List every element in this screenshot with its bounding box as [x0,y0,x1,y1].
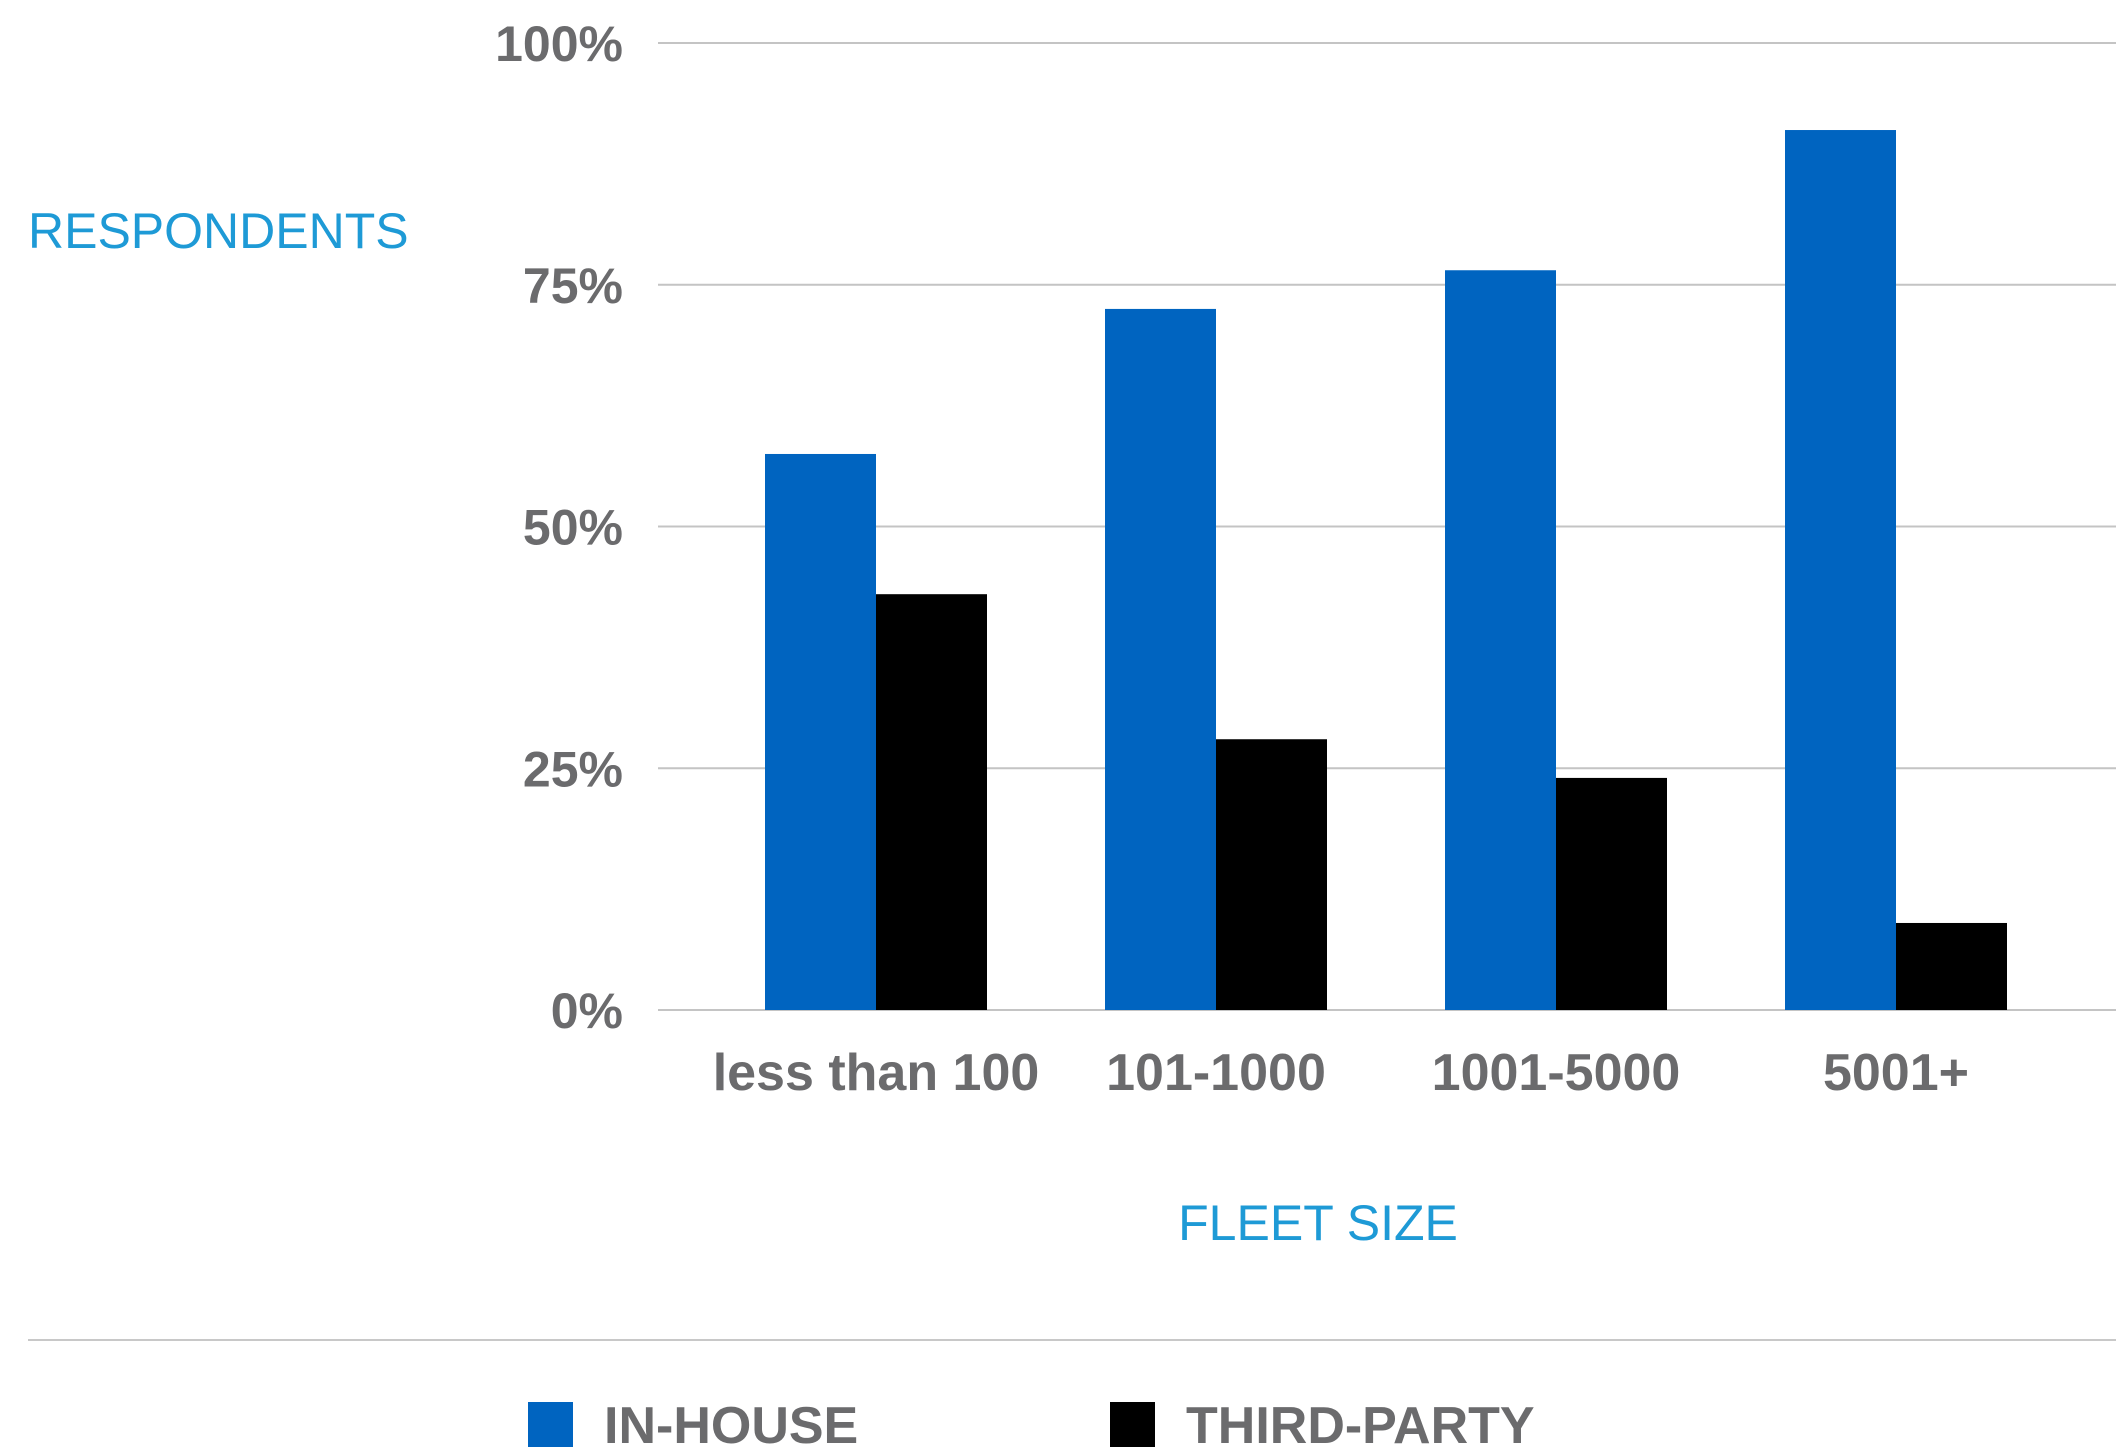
legend-swatch-third-party [1110,1402,1155,1447]
y-tick-label: 0% [551,983,623,1039]
bar-third-party-1 [1216,739,1327,1010]
bar-in-house-1 [1105,308,1216,1010]
y-tick-label: 100% [495,16,623,72]
legend-swatch-in-house [528,1402,573,1447]
bars [765,130,2007,1011]
bar-third-party-0 [876,594,987,1010]
x-category-label: 5001+ [1823,1044,1969,1102]
bar-third-party-3 [1896,922,2007,1010]
bar-third-party-2 [1556,777,1667,1010]
legend: IN-HOUSE THIRD-PARTY [528,1397,1535,1447]
x-category-label: 101-1000 [1106,1044,1326,1102]
x-axis-category-labels: less than 100 101-1000 1001-5000 5001+ [713,1044,1969,1102]
y-axis-title: RESPONDENTS [28,203,409,259]
x-axis-title: FLEET SIZE [1178,1195,1458,1251]
legend-label: IN-HOUSE [604,1397,858,1447]
y-axis-tick-labels: 0% 25% 50% 75% 100% [495,16,623,1039]
bar-in-house-0 [765,453,876,1011]
bar-in-house-3 [1785,130,1896,1010]
bar-in-house-2 [1445,270,1556,1010]
x-category-label: less than 100 [713,1044,1040,1102]
y-tick-label: 25% [523,741,623,797]
y-tick-label: 75% [523,258,623,314]
x-category-label: 1001-5000 [1432,1044,1681,1102]
legend-label: THIRD-PARTY [1186,1397,1535,1447]
y-tick-label: 50% [523,500,623,556]
